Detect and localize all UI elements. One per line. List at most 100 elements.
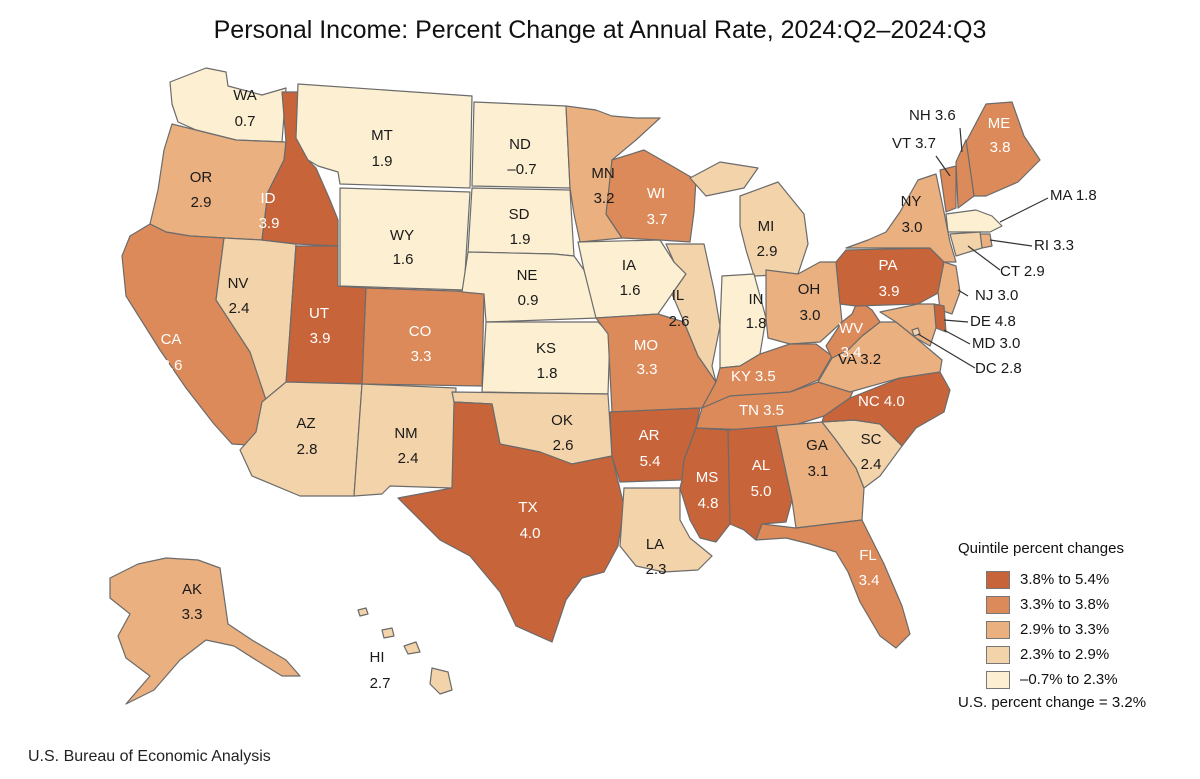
label-fl-value: 3.4 <box>859 572 880 589</box>
label-wy-value: 1.6 <box>393 251 414 268</box>
label-ut-abbr: UT <box>309 305 329 322</box>
leader-line <box>957 289 969 297</box>
label-ct: CT 2.9 <box>1000 263 1045 280</box>
label-ma: MA 1.8 <box>1050 187 1097 204</box>
label-ky: KY 3.5 <box>731 368 776 385</box>
label-in-abbr: IN <box>749 291 764 308</box>
label-md: MD 3.0 <box>972 335 1020 352</box>
leader-line <box>959 127 963 153</box>
state-nm <box>353 383 457 497</box>
label-de: DE 4.8 <box>970 313 1016 330</box>
state-ak <box>109 557 301 705</box>
label-mi-abbr: MI <box>758 218 775 235</box>
state-nh <box>955 139 975 209</box>
state-me <box>965 101 1041 197</box>
label-hi-value: 2.7 <box>370 675 391 692</box>
leader-line <box>917 333 976 369</box>
label-id-value: 3.9 <box>259 215 280 232</box>
label-va: VA 3.2 <box>838 351 881 368</box>
label-fl-abbr: FL <box>859 547 877 564</box>
label-wi-value: 3.7 <box>647 211 668 228</box>
label-mn-value: 3.2 <box>594 190 615 207</box>
label-ca-abbr: CA <box>161 331 182 348</box>
label-or-abbr: OR <box>190 169 213 186</box>
label-ga-abbr: GA <box>806 437 828 454</box>
label-ar-abbr: AR <box>639 427 660 444</box>
label-wa-value: 0.7 <box>235 113 256 130</box>
us-percent-change-note: U.S. percent change = 3.2% <box>958 694 1147 711</box>
legend-item: 2.3% to 2.9% <box>958 642 1188 667</box>
leader-line <box>943 329 971 345</box>
label-ny-value: 3.0 <box>902 219 923 236</box>
label-or-value: 2.9 <box>191 194 212 211</box>
label-me-value: 3.8 <box>990 139 1011 156</box>
label-mi-value: 2.9 <box>757 243 778 260</box>
state-nc <box>821 371 951 447</box>
state-nj <box>937 261 961 315</box>
state-tx <box>397 401 625 643</box>
label-wv-value: 3.4 <box>841 344 862 361</box>
label-nv-abbr: NV <box>228 275 249 292</box>
label-nm-abbr: NM <box>394 425 417 442</box>
legend-swatch <box>986 620 1010 639</box>
label-nc: NC 4.0 <box>858 393 905 410</box>
label-me-abbr: ME <box>988 115 1011 132</box>
label-la-value: 2.3 <box>646 561 667 578</box>
label-al-abbr: AL <box>752 457 770 474</box>
state-md <box>879 303 937 347</box>
label-sc-abbr: SC <box>861 431 882 448</box>
label-ri: RI 3.3 <box>1034 237 1074 254</box>
label-mt-abbr: MT <box>371 127 393 144</box>
leader-line <box>943 319 969 323</box>
label-ar-value: 5.4 <box>640 453 661 470</box>
legend-label: 3.3% to 3.8% <box>1020 596 1110 613</box>
legend-item: –0.7% to 2.3% <box>958 667 1188 692</box>
legend-swatch <box>986 570 1010 589</box>
label-sc-value: 2.4 <box>861 456 882 473</box>
label-hi-abbr: HI <box>370 649 385 666</box>
legend: Quintile percent changes 3.8% to 5.4% 3.3… <box>958 540 1188 711</box>
label-nm-value: 2.4 <box>398 450 419 467</box>
label-ks-abbr: KS <box>536 340 556 357</box>
legend-swatch <box>986 595 1010 614</box>
legend-item: 3.8% to 5.4% <box>958 567 1188 592</box>
label-wy-abbr: WY <box>390 227 414 244</box>
leader-line <box>989 239 1033 247</box>
label-pa-abbr: PA <box>879 257 898 274</box>
label-ut-value: 3.9 <box>310 330 331 347</box>
label-co-abbr: CO <box>409 323 432 340</box>
state-il <box>665 243 721 383</box>
legend-item: 2.9% to 3.3% <box>958 617 1188 642</box>
label-ak-abbr: AK <box>182 581 202 598</box>
label-vt: VT 3.7 <box>892 135 936 152</box>
label-nd-abbr: ND <box>509 136 531 153</box>
label-nh: NH 3.6 <box>909 107 956 124</box>
label-tx-abbr: TX <box>518 499 537 516</box>
state-ny <box>845 173 957 263</box>
leader-line <box>967 245 1001 271</box>
state-wv <box>825 299 881 359</box>
leader-line <box>935 155 951 177</box>
legend-label: 2.9% to 3.3% <box>1020 621 1110 638</box>
label-il-abbr: IL <box>672 287 685 304</box>
source-credit: U.S. Bureau of Economic Analysis <box>28 748 271 765</box>
legend-swatch <box>986 670 1010 689</box>
state-oh <box>765 261 843 345</box>
label-ga-value: 3.1 <box>808 463 829 480</box>
label-az-abbr: AZ <box>296 415 315 432</box>
label-ca-value: 3.6 <box>162 357 183 374</box>
label-co-value: 3.3 <box>411 348 432 365</box>
label-nj: NJ 3.0 <box>975 287 1018 304</box>
label-ks-value: 1.8 <box>537 365 558 382</box>
legend-swatch <box>986 645 1010 664</box>
label-id-abbr: ID <box>261 190 276 207</box>
state-ma <box>945 209 1003 233</box>
state-ks <box>481 321 611 395</box>
label-ok-value: 2.6 <box>553 437 574 454</box>
label-ms-value: 4.8 <box>698 495 719 512</box>
legend-item: 3.3% to 3.8% <box>958 592 1188 617</box>
label-mt-value: 1.9 <box>372 153 393 170</box>
label-pa-value: 3.9 <box>879 283 900 300</box>
label-ak-value: 3.3 <box>182 606 203 623</box>
